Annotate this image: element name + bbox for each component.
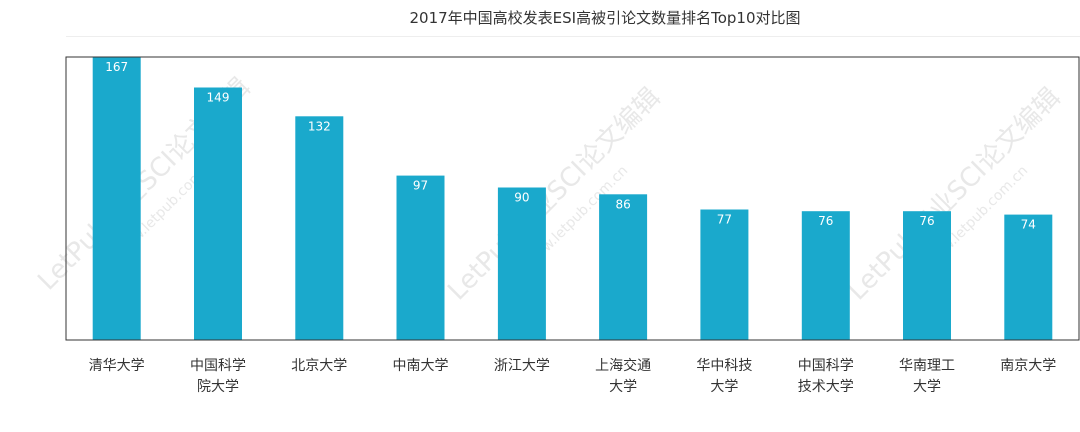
category-label-4: 浙江大学 [494,358,550,374]
value-label-9: 74 [1021,218,1036,232]
value-label-8: 76 [919,214,934,228]
bar-0 [92,57,141,340]
value-label-5: 86 [615,197,630,211]
bar-9 [1004,214,1053,340]
bar-4 [497,187,546,340]
category-label-8-line-1: 大学 [913,379,941,395]
value-label-0: 167 [105,60,128,74]
category-label-9: 南京大学 [1000,358,1056,374]
category-label-5-line-0: 上海交通 [595,357,651,374]
bar-2 [295,116,344,340]
category-label-6: 华中科技大学 [696,358,752,395]
value-label-4: 90 [514,191,529,205]
category-label-2: 北京大学 [291,358,347,374]
category-label-1: 中国科学院大学 [190,358,246,395]
category-label-6-line-0: 华中科技 [696,358,752,374]
category-label-0-line-0: 清华大学 [89,358,145,374]
bar-3 [396,175,445,340]
category-label-8-line-0: 华南理工 [899,358,955,374]
category-label-5: 上海交通大学 [595,357,651,395]
value-label-2: 132 [308,119,331,133]
bar-8 [903,211,951,340]
category-label-5-line-1: 大学 [609,379,637,395]
bar-7 [801,211,850,340]
value-label-7: 76 [818,214,833,228]
bar-6 [700,209,749,340]
category-label-6-line-1: 大学 [710,379,738,395]
category-label-2-line-0: 北京大学 [291,358,347,374]
chart-title: 2017年中国高校发表ESI高被引论文数量排名Top10对比图 [409,9,801,27]
category-label-0: 清华大学 [89,358,145,374]
value-labels-group: 167 149 132 97 90 86 77 76 76 74 [105,60,1036,232]
category-label-1-line-1: 院大学 [197,379,239,395]
title-divider [66,36,1080,37]
category-label-1-line-0: 中国科学 [190,358,246,374]
value-label-6: 77 [717,213,732,227]
bar-5 [599,194,648,340]
bars-group [92,57,1053,340]
category-label-3-line-0: 中南大学 [393,358,449,374]
category-label-7-line-0: 中国科学 [798,358,854,374]
category-label-8: 华南理工大学 [899,358,955,395]
category-label-7-line-1: 技术大学 [798,379,854,395]
category-label-9-line-0: 南京大学 [1000,358,1056,374]
bar-1 [194,87,242,340]
value-label-1: 149 [207,91,230,105]
plot-area-frame [65,56,1080,341]
category-label-7: 中国科学技术大学 [798,358,854,395]
category-label-3: 中南大学 [393,358,449,374]
category-label-4-line-0: 浙江大学 [494,358,550,374]
value-label-3: 97 [413,179,428,193]
